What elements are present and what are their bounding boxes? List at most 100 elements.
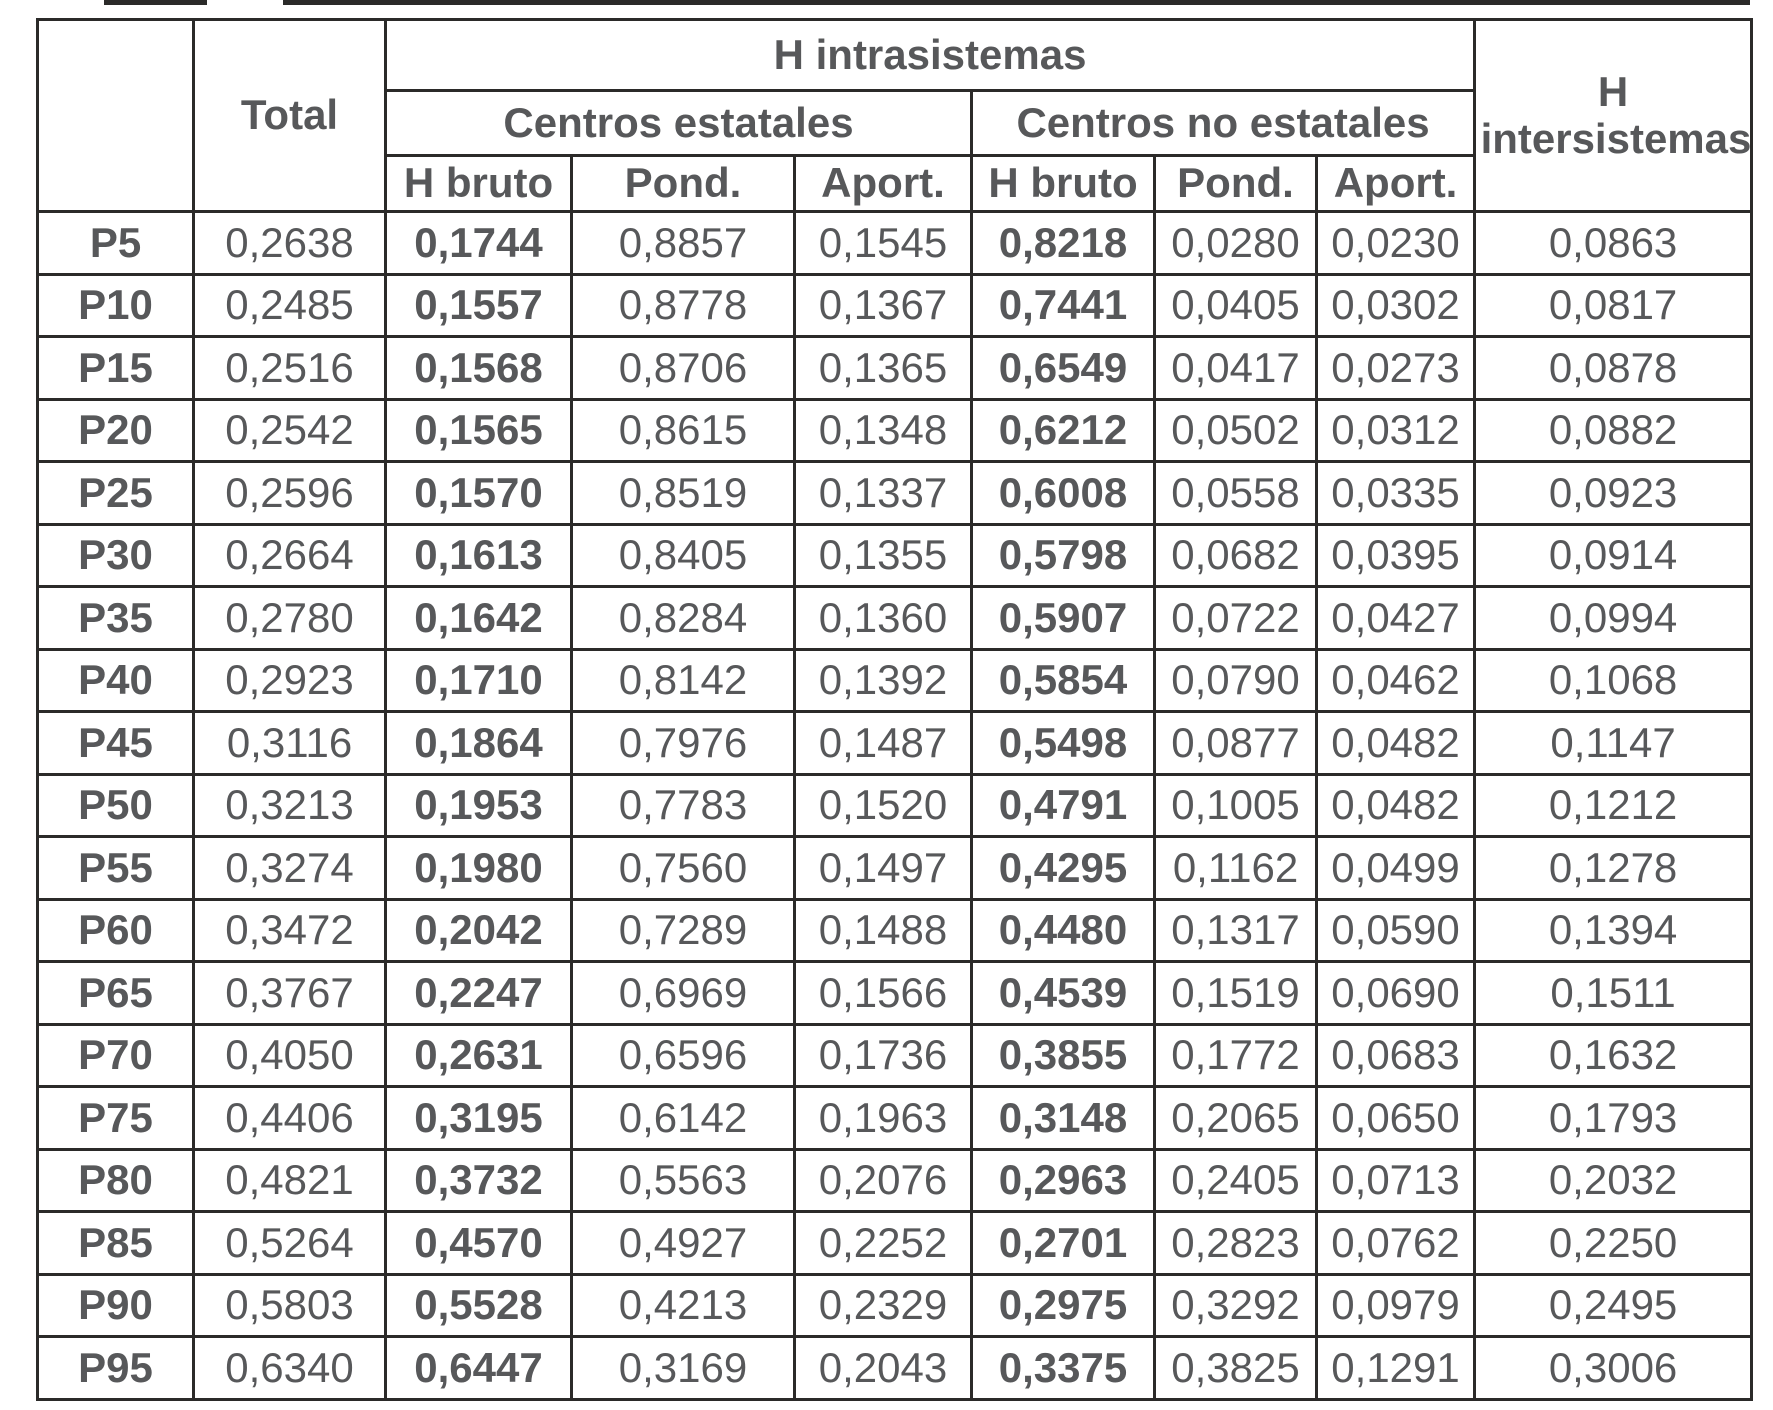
table-row: P90 0,5803 0,5528 0,4213 0,2329 0,2975 0,3292 0…	[36, 1272, 1754, 1338]
total-cell: 0,2923	[192, 647, 387, 713]
h-bruto-no-estatal-cell: 0,6549	[970, 335, 1156, 401]
aport-no-estatal-cell: 0,1291	[1314, 1335, 1477, 1401]
aport-no-estatal-cell: 0,0395	[1314, 522, 1477, 588]
aport-no-estatal-cell: 0,0713	[1314, 1147, 1477, 1213]
table-row: P80 0,4821 0,3732 0,5563 0,2076 0,2963 0,2405 0…	[36, 1147, 1754, 1213]
pond-no-estatal-cell: 0,0417	[1153, 335, 1318, 401]
pond-no-estatal-header: Pond.	[1153, 154, 1318, 213]
pond-estatal-cell: 0,6969	[570, 960, 796, 1026]
total-cell: 0,4406	[192, 1085, 387, 1151]
pond-estatal-cell: 0,7976	[570, 710, 796, 776]
total-cell: 0,3274	[192, 835, 387, 901]
h-bruto-estatal-cell: 0,1568	[384, 335, 573, 401]
total-cell: 0,3767	[192, 960, 387, 1026]
cropped-content-fragment	[104, 0, 207, 5]
h-intersistemas-cell: 0,2032	[1473, 1147, 1754, 1213]
row-label: P20	[36, 397, 195, 463]
aport-no-estatal-cell: 0,0499	[1314, 835, 1477, 901]
table-row: P25 0,2596 0,1570 0,8519 0,1337 0,6008 0,0558 0…	[36, 460, 1754, 526]
aport-estatal-cell: 0,1355	[793, 522, 973, 588]
pond-no-estatal-cell: 0,1317	[1153, 897, 1318, 963]
pond-estatal-cell: 0,8706	[570, 335, 796, 401]
row-label: P5	[36, 210, 195, 276]
pond-estatal-cell: 0,8142	[570, 647, 796, 713]
aport-estatal-cell: 0,2043	[793, 1335, 973, 1401]
h-intersistemas-cell: 0,0817	[1473, 272, 1754, 338]
total-cell: 0,4821	[192, 1147, 387, 1213]
total-column-header: Total	[192, 18, 387, 213]
total-cell: 0,2664	[192, 522, 387, 588]
h-bruto-no-estatal-cell: 0,6008	[970, 460, 1156, 526]
h-bruto-no-estatal-cell: 0,5798	[970, 522, 1156, 588]
aport-no-estatal-cell: 0,0762	[1314, 1210, 1477, 1276]
h-bruto-estatal-cell: 0,1953	[384, 772, 573, 838]
pond-no-estatal-cell: 0,0502	[1153, 397, 1318, 463]
aport-no-estatal-header: Aport.	[1314, 154, 1477, 213]
aport-no-estatal-cell: 0,0650	[1314, 1085, 1477, 1151]
h-bruto-no-estatal-cell: 0,4295	[970, 835, 1156, 901]
pond-estatal-cell: 0,8857	[570, 210, 796, 276]
h-bruto-no-estatal-cell: 0,4480	[970, 897, 1156, 963]
total-cell: 0,2638	[192, 210, 387, 276]
pond-no-estatal-cell: 0,1005	[1153, 772, 1318, 838]
table-row: P50 0,3213 0,1953 0,7783 0,1520 0,4791 0,1005 0…	[36, 772, 1754, 838]
h-bruto-estatal-cell: 0,1570	[384, 460, 573, 526]
total-cell: 0,3472	[192, 897, 387, 963]
row-label: P90	[36, 1272, 195, 1338]
h-bruto-estatal-cell: 0,1613	[384, 522, 573, 588]
aport-estatal-cell: 0,1348	[793, 397, 973, 463]
table-body: P5 0,2638 0,1744 0,8857 0,1545 0,8218 0,0280 0,…	[36, 210, 1754, 1401]
table-row: P10 0,2485 0,1557 0,8778 0,1367 0,7441 0,0405 0…	[36, 272, 1754, 338]
aport-estatal-cell: 0,1360	[793, 585, 973, 651]
aport-no-estatal-cell: 0,0273	[1314, 335, 1477, 401]
pond-estatal-cell: 0,6142	[570, 1085, 796, 1151]
pond-no-estatal-cell: 0,0558	[1153, 460, 1318, 526]
h-bruto-no-estatal-cell: 0,3855	[970, 1022, 1156, 1088]
h-bruto-no-estatal-cell: 0,4539	[970, 960, 1156, 1026]
pond-estatal-cell: 0,7289	[570, 897, 796, 963]
pond-no-estatal-cell: 0,3825	[1153, 1335, 1318, 1401]
pond-no-estatal-cell: 0,1519	[1153, 960, 1318, 1026]
aport-no-estatal-cell: 0,0312	[1314, 397, 1477, 463]
table-row: P60 0,3472 0,2042 0,7289 0,1488 0,4480 0,1317 0…	[36, 897, 1754, 963]
row-label: P80	[36, 1147, 195, 1213]
total-cell: 0,2485	[192, 272, 387, 338]
table-row: P40 0,2923 0,1710 0,8142 0,1392 0,5854 0,0790 0…	[36, 647, 1754, 713]
pond-no-estatal-cell: 0,1162	[1153, 835, 1318, 901]
row-label: P45	[36, 710, 195, 776]
h-bruto-no-estatal-cell: 0,3148	[970, 1085, 1156, 1151]
total-cell: 0,2780	[192, 585, 387, 651]
row-label: P55	[36, 835, 195, 901]
percentile-decomposition-table: Total H intrasistemas H intersistemas Ce…	[36, 18, 1754, 1401]
h-intersistemas-label: H intersistemas	[1480, 68, 1752, 162]
aport-estatal-cell: 0,1392	[793, 647, 973, 713]
h-intersistemas-cell: 0,0878	[1473, 335, 1754, 401]
pond-no-estatal-cell: 0,0682	[1153, 522, 1318, 588]
aport-no-estatal-cell: 0,0302	[1314, 272, 1477, 338]
h-bruto-no-estatal-cell: 0,5907	[970, 585, 1156, 651]
aport-no-estatal-cell: 0,0590	[1314, 897, 1477, 963]
pond-no-estatal-cell: 0,3292	[1153, 1272, 1318, 1338]
row-label: P70	[36, 1022, 195, 1088]
aport-estatal-cell: 0,1488	[793, 897, 973, 963]
row-label: P50	[36, 772, 195, 838]
pond-estatal-header: Pond.	[570, 154, 796, 213]
pond-estatal-cell: 0,4927	[570, 1210, 796, 1276]
cropped-content-fragment	[283, 0, 1750, 5]
h-bruto-estatal-cell: 0,2631	[384, 1022, 573, 1088]
row-label: P15	[36, 335, 195, 401]
h-intersistemas-cell: 0,1394	[1473, 897, 1754, 963]
table-row: P20 0,2542 0,1565 0,8615 0,1348 0,6212 0,0502 0…	[36, 397, 1754, 463]
pond-no-estatal-cell: 0,1772	[1153, 1022, 1318, 1088]
row-label: P75	[36, 1085, 195, 1151]
table-row: P5 0,2638 0,1744 0,8857 0,1545 0,8218 0,0280 0,…	[36, 210, 1754, 276]
h-bruto-no-estatal-header: H bruto	[970, 154, 1156, 213]
row-label: P40	[36, 647, 195, 713]
pond-no-estatal-cell: 0,0722	[1153, 585, 1318, 651]
table-row: P85 0,5264 0,4570 0,4927 0,2252 0,2701 0,2823 0…	[36, 1210, 1754, 1276]
pond-no-estatal-cell: 0,0280	[1153, 210, 1318, 276]
row-label: P25	[36, 460, 195, 526]
pond-estatal-cell: 0,3169	[570, 1335, 796, 1401]
h-intersistemas-cell: 0,0863	[1473, 210, 1754, 276]
row-label: P95	[36, 1335, 195, 1401]
